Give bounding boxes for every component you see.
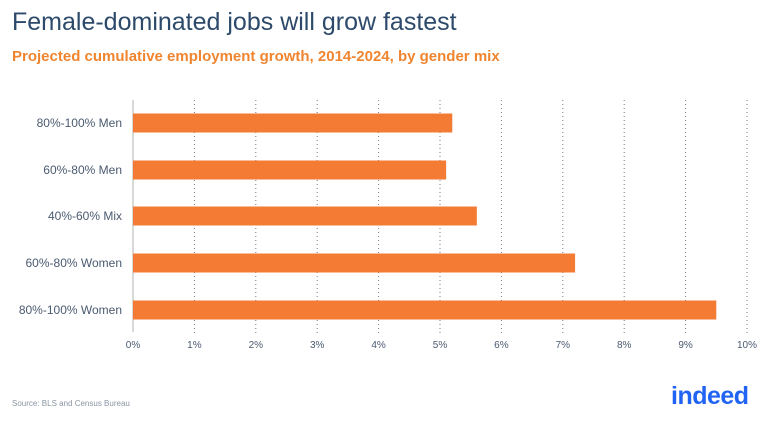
x-tick-label: 9% xyxy=(678,340,693,351)
bar xyxy=(133,113,453,133)
indeed-logo: indeed xyxy=(671,382,749,410)
chart-title: Female-dominated jobs will grow fastest xyxy=(12,8,457,36)
x-tick-label: 6% xyxy=(494,340,509,351)
bar xyxy=(133,300,717,320)
category-label: 40%-60% Mix xyxy=(48,209,122,223)
x-tick-label: 0% xyxy=(126,340,141,351)
bar xyxy=(133,160,447,180)
x-tick-label: 4% xyxy=(371,340,386,351)
category-label: 60%-80% Women xyxy=(26,256,123,270)
bar xyxy=(133,206,477,226)
x-tick-label: 2% xyxy=(249,340,264,351)
category-label: 60%-80% Men xyxy=(43,163,122,177)
category-label: 80%-100% Men xyxy=(37,116,122,130)
x-tick-label: 1% xyxy=(187,340,202,351)
x-tick-label: 7% xyxy=(556,340,571,351)
x-tick-label: 5% xyxy=(433,340,448,351)
x-tick-label: 10% xyxy=(737,340,757,351)
category-label: 80%-100% Women xyxy=(19,303,122,317)
x-tick-label: 3% xyxy=(310,340,325,351)
x-tick-label: 8% xyxy=(617,340,632,351)
chart-subtitle: Projected cumulative employment growth, … xyxy=(12,48,500,65)
source-note: Source: BLS and Census Bureau xyxy=(12,399,130,408)
bar xyxy=(133,253,576,273)
